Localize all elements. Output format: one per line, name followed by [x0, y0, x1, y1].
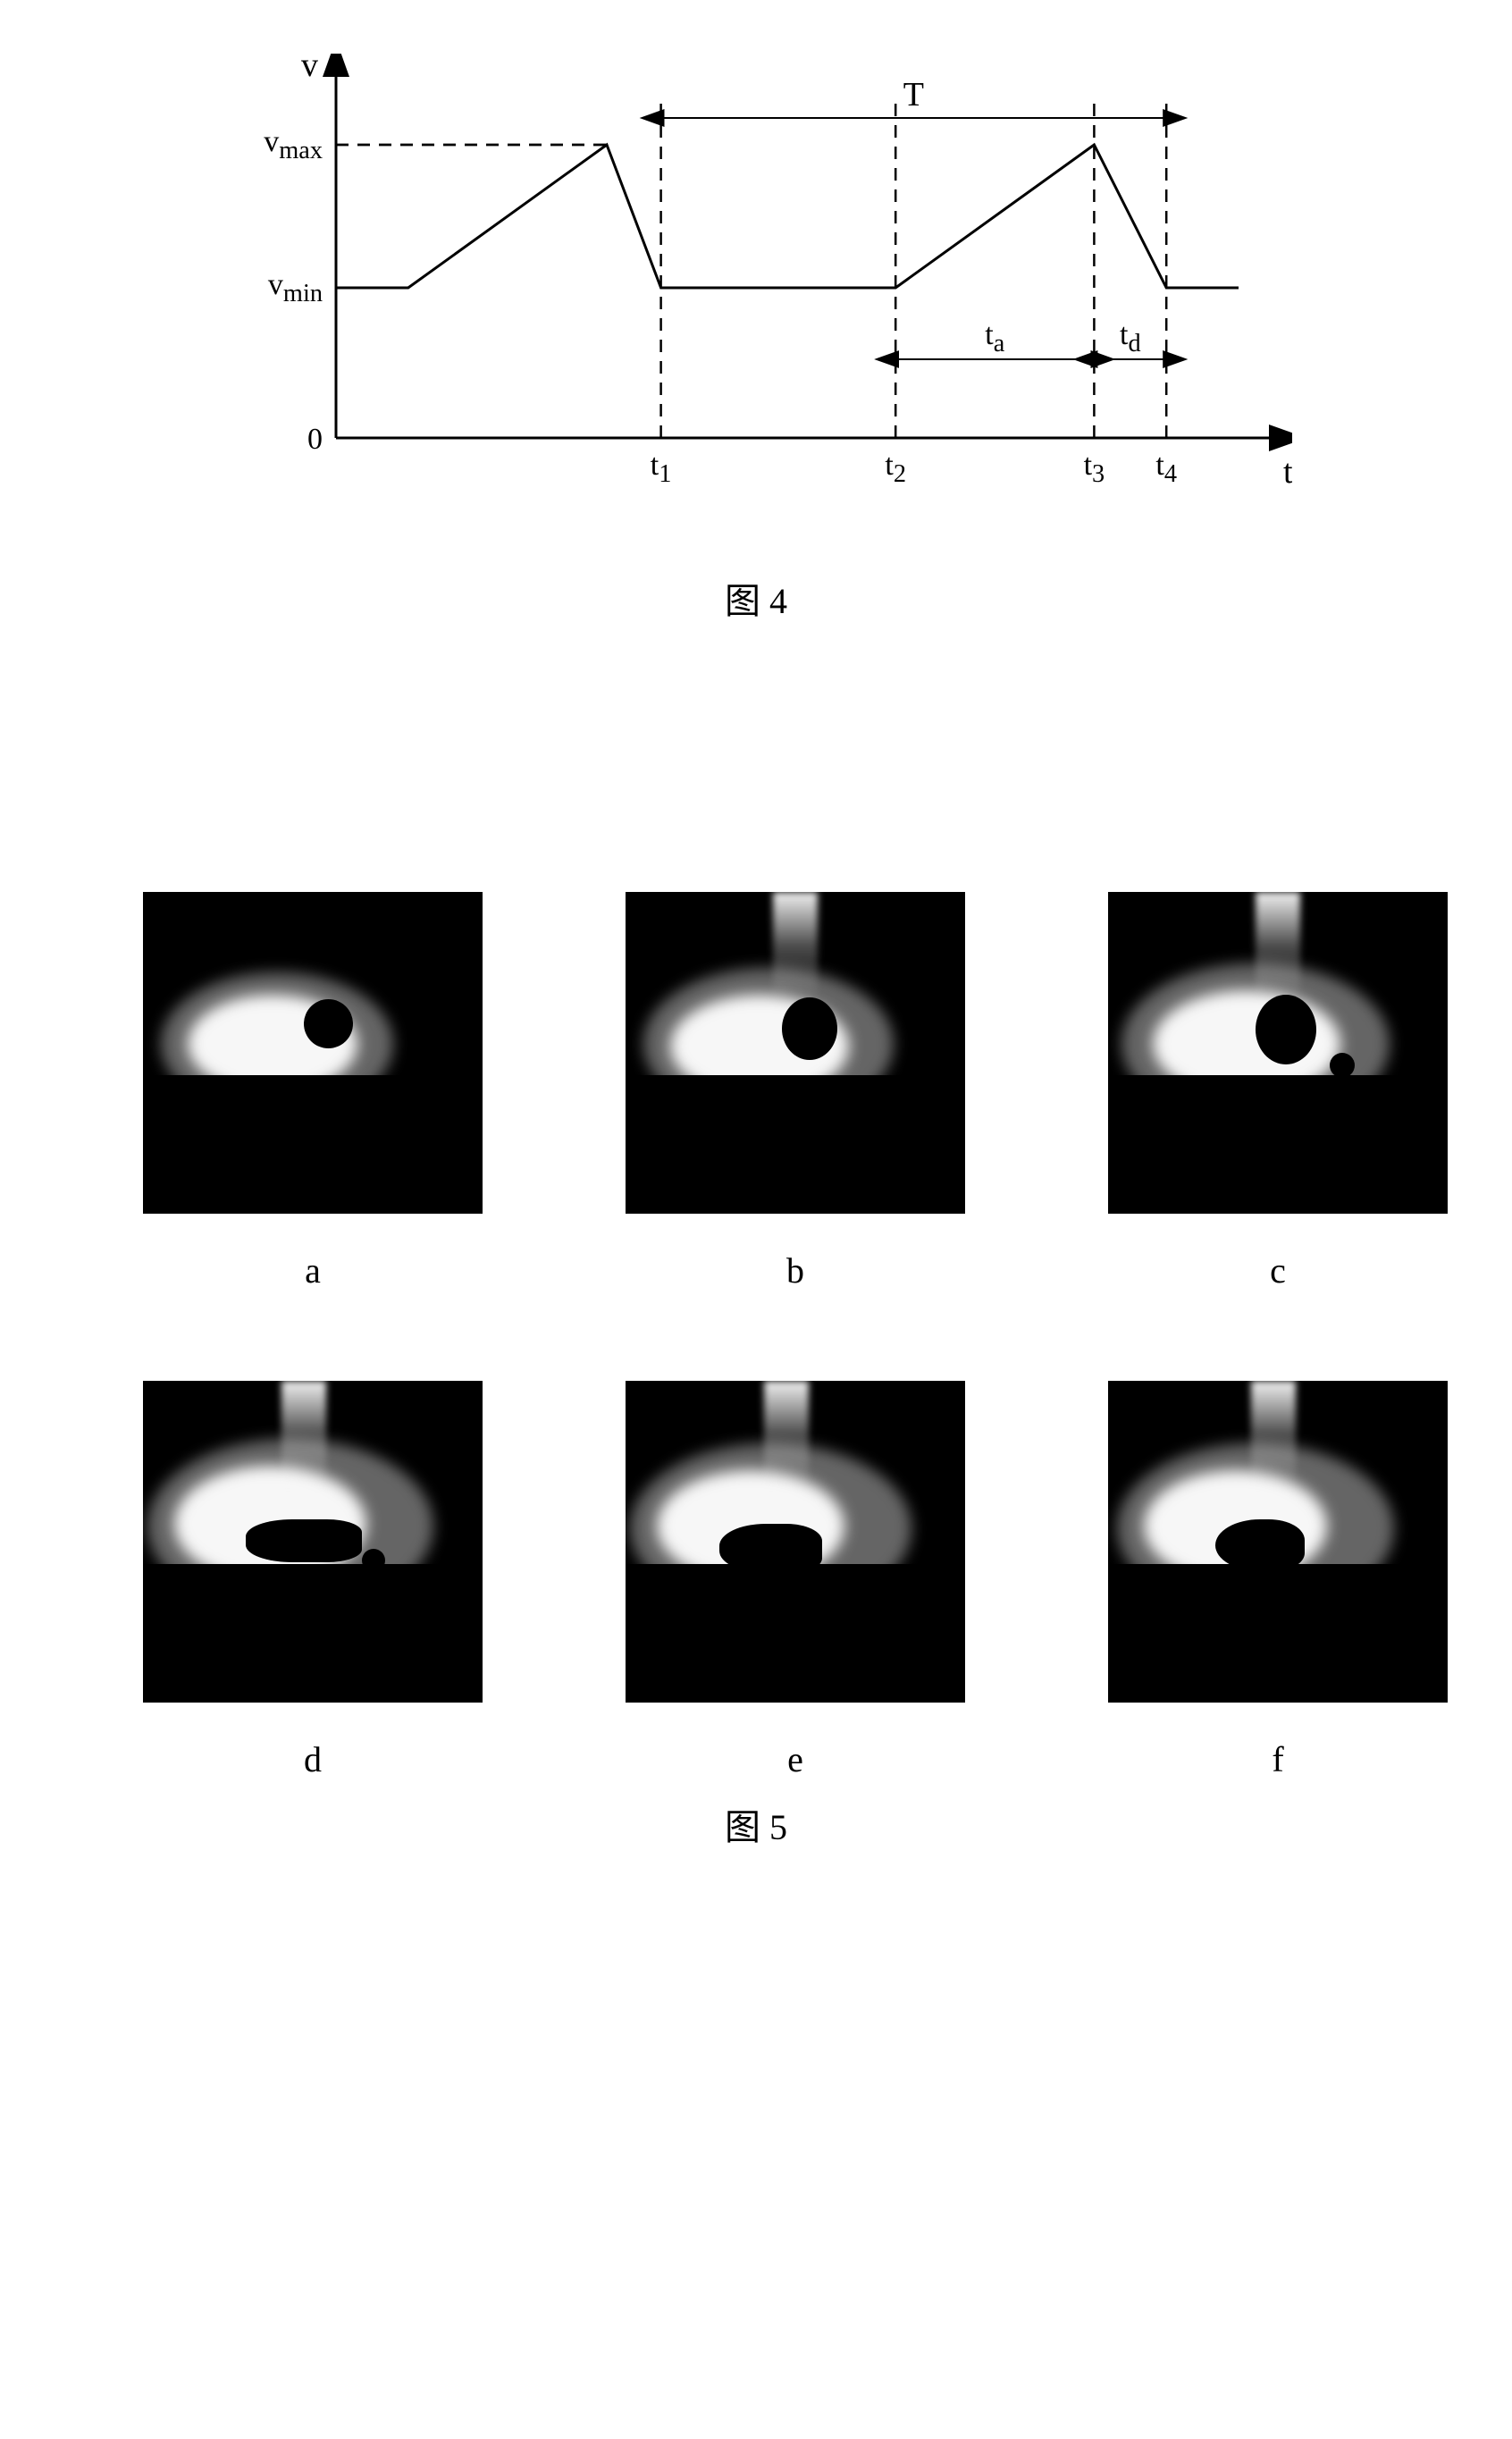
photo-cell-b: b: [626, 892, 965, 1291]
svg-text:0: 0: [307, 423, 323, 456]
photo-label-f: f: [1272, 1738, 1283, 1780]
weld-photo-f: [1108, 1381, 1448, 1703]
photo-cell-d: d: [143, 1381, 483, 1780]
photo-cell-e: e: [626, 1381, 965, 1780]
weld-photo-b: [626, 892, 965, 1214]
photo-label-c: c: [1270, 1249, 1286, 1291]
svg-text:v: v: [301, 54, 318, 84]
photo-cell-f: f: [1108, 1381, 1448, 1780]
photo-cell-a: a: [143, 892, 483, 1291]
svg-text:t: t: [1283, 453, 1292, 491]
figure-4-caption: 图 4: [107, 572, 1405, 624]
weld-photo-e: [626, 1381, 965, 1703]
photo-label-b: b: [786, 1249, 804, 1291]
weld-photo-a: [143, 892, 483, 1214]
svg-text:T: T: [903, 76, 924, 114]
photo-cell-c: c: [1108, 892, 1448, 1291]
figure-4-container: vt0vminvmaxt1t2t3t4Ttatd 图 4: [107, 54, 1405, 624]
weld-photo-c: [1108, 892, 1448, 1214]
figure-5-container: a b c d e f 图 5: [107, 892, 1405, 1850]
waveform-chart: vt0vminvmaxt1t2t3t4Ttatd: [220, 54, 1292, 536]
photo-label-a: a: [305, 1249, 321, 1291]
photo-grid: a b c d e f: [107, 892, 1405, 1780]
figure-5-caption: 图 5: [107, 1798, 1405, 1850]
photo-label-d: d: [304, 1738, 322, 1780]
weld-photo-d: [143, 1381, 483, 1703]
photo-label-e: e: [787, 1738, 803, 1780]
